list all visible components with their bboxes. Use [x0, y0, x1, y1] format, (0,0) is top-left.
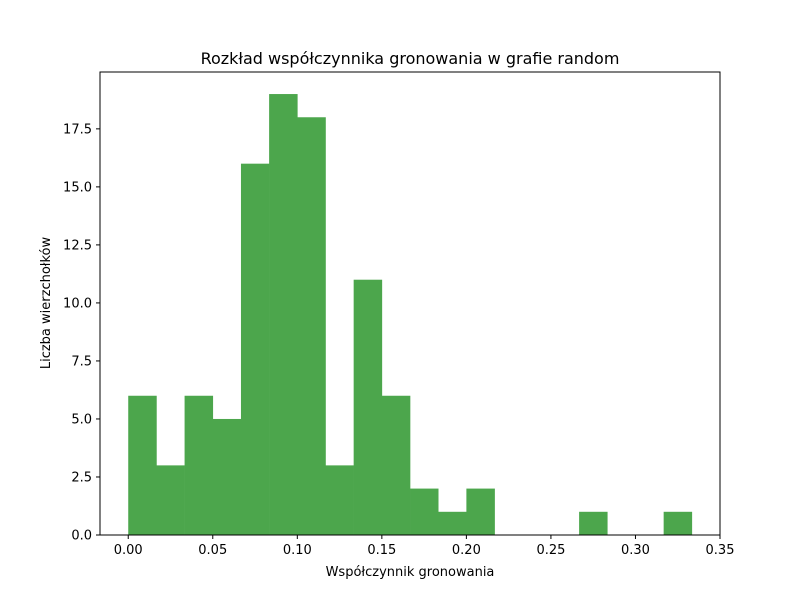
- y-tick-label: 2.5: [71, 470, 92, 485]
- histogram-bar: [410, 488, 439, 535]
- y-tick-label: 7.5: [71, 354, 92, 369]
- x-axis: 0.00 0.05 0.10 0.15 0.20 0.25 0.30 0.35: [114, 535, 735, 558]
- x-tick-label: 0.15: [367, 543, 396, 558]
- histogram-bar: [353, 279, 383, 535]
- histogram-bar: [579, 511, 608, 535]
- y-tick-label: 0.0: [71, 529, 92, 544]
- histogram-bar: [297, 117, 326, 535]
- histogram-bar: [466, 488, 495, 535]
- y-tick-label: 10.0: [63, 296, 92, 311]
- histogram-bar: [128, 395, 157, 535]
- histogram-bar: [269, 94, 298, 536]
- bars-group: [128, 94, 693, 536]
- histogram-bar: [156, 465, 185, 535]
- y-axis-label: Liczba wierzchołków: [39, 237, 54, 370]
- y-tick-label: 12.5: [63, 238, 92, 253]
- x-tick-label: 0.30: [621, 543, 650, 558]
- histogram-bar: [240, 163, 270, 535]
- x-tick-label: 0.05: [198, 543, 227, 558]
- x-axis-label: Współczynnik gronowania: [326, 565, 495, 580]
- histogram-bar: [438, 511, 467, 535]
- x-tick-label: 0.25: [536, 543, 565, 558]
- y-tick-label: 15.0: [63, 180, 92, 195]
- plot-frame: [99, 71, 721, 536]
- chart-title: Rozkład współczynnika gronowania w grafi…: [201, 49, 620, 68]
- histogram-bar: [325, 465, 354, 535]
- x-tick-label: 0.10: [283, 543, 312, 558]
- histogram-bar: [381, 395, 411, 535]
- histogram-bar: [184, 395, 214, 535]
- histogram-bar: [212, 418, 242, 535]
- x-tick-label: 0.00: [114, 543, 143, 558]
- histogram-bar: [663, 511, 693, 535]
- x-tick-label: 0.20: [452, 543, 481, 558]
- y-tick-label: 17.5: [63, 122, 92, 137]
- y-axis: 0.0 2.5 5.0 7.5 10.0 12.5 15.0 17.5: [63, 122, 100, 544]
- x-tick-label: 0.35: [706, 543, 735, 558]
- y-tick-label: 5.0: [71, 412, 92, 427]
